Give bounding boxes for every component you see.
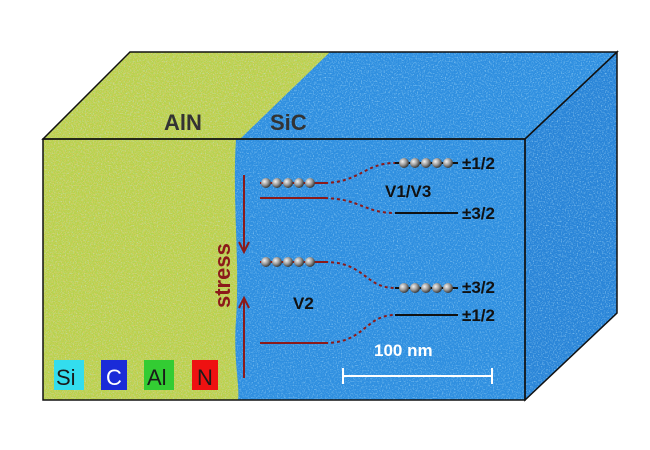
atom: [294, 178, 304, 188]
spin-label-bottom-1: ±3/2: [462, 278, 495, 297]
atom: [421, 283, 431, 293]
element-legend: Si C Al N: [54, 360, 218, 390]
atom: [421, 158, 431, 168]
atom-chain-upper-right: [399, 158, 453, 168]
legend-swatch-n: [192, 360, 218, 390]
aln-label: AlN: [164, 110, 202, 135]
block-outline: [41, 50, 619, 402]
spin-label-top-1: ±1/2: [462, 154, 495, 173]
atom: [305, 178, 315, 188]
legend-label-c: C: [106, 365, 122, 390]
atom: [294, 257, 304, 267]
scale-bar: [342, 368, 493, 384]
atom: [261, 178, 271, 188]
legend-swatch-si: [54, 360, 84, 390]
atom: [272, 257, 282, 267]
v2-label: V2: [293, 294, 314, 313]
atom: [443, 283, 453, 293]
legend-label-n: N: [197, 365, 213, 390]
atom-chain-lower-left: [261, 257, 315, 267]
atom: [283, 178, 293, 188]
v1v3-label: V1/V3: [385, 182, 431, 201]
stress-arrow: [238, 175, 250, 378]
sic-label: SiC: [270, 110, 307, 135]
atom: [399, 158, 409, 168]
atom: [305, 257, 315, 267]
atom-chain-lower-right: [399, 283, 453, 293]
atom: [283, 257, 293, 267]
atom-chain-upper-left: [261, 178, 315, 188]
spin-label-top-2: ±3/2: [462, 204, 495, 223]
atom: [443, 158, 453, 168]
stress-label: stress: [210, 243, 235, 308]
atom: [410, 283, 420, 293]
block-top-face: [43, 52, 617, 139]
legend-label-si: Si: [56, 365, 76, 390]
atom: [432, 158, 442, 168]
legend-label-al: Al: [147, 365, 167, 390]
atom: [399, 283, 409, 293]
block-right-face: [525, 52, 617, 400]
legend-swatch-al: [144, 360, 174, 390]
legend-swatch-c: [101, 360, 127, 390]
atom: [410, 158, 420, 168]
atom: [432, 283, 442, 293]
atom: [272, 178, 282, 188]
atom: [261, 257, 271, 267]
scale-bar-label: 100 nm: [374, 341, 433, 360]
spin-label-bottom-2: ±1/2: [462, 306, 495, 325]
